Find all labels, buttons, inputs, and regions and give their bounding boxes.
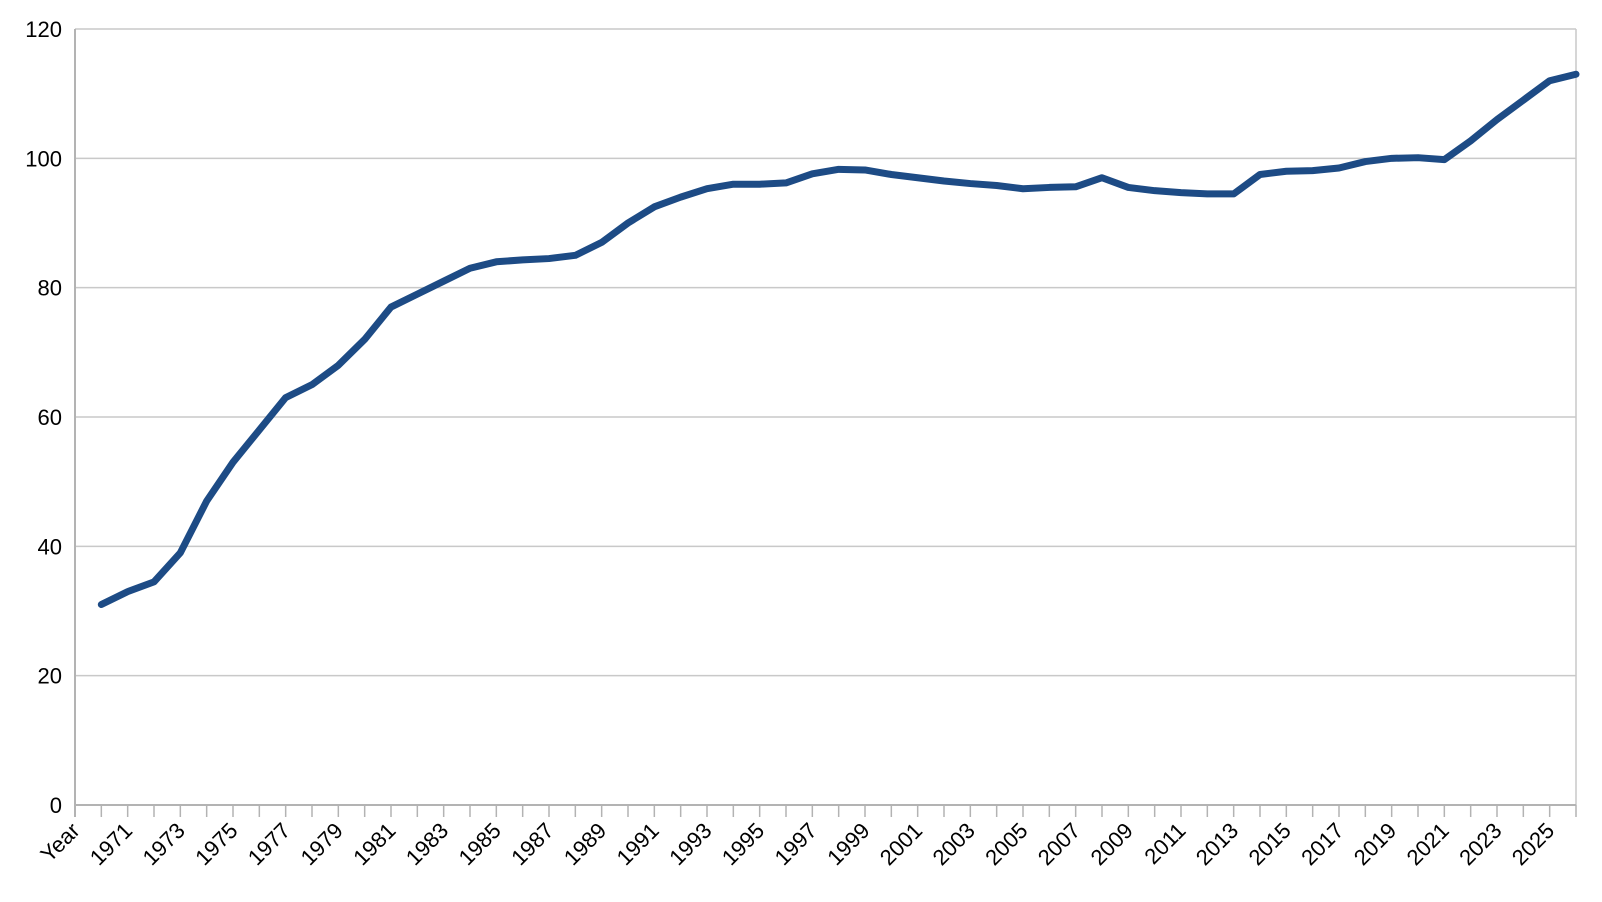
x-axis-tick-label: 1971: [85, 818, 137, 870]
x-axis-tick-label: 1975: [190, 818, 242, 870]
x-axis-tick-label: 1989: [559, 818, 611, 870]
x-axis-tick-label: 1997: [770, 818, 822, 870]
x-axis-labels: Year 1971 1973 1975 1977 1979 1981 1983 1985 1987…: [35, 818, 1559, 870]
x-axis-ticks: [74, 805, 1577, 817]
x-axis-tick-label: 2003: [928, 818, 980, 870]
x-axis-tick-label: 2007: [1033, 818, 1085, 870]
x-axis-tick-label: 1979: [296, 818, 348, 870]
y-axis-tick-label: 80: [38, 276, 62, 301]
x-axis-tick-label: 1987: [506, 818, 558, 870]
y-axis-labels: 0 20 40 60 80 100 120: [25, 17, 62, 818]
x-axis-tick-label: 2021: [1402, 818, 1454, 870]
x-axis-tick-label: 2025: [1507, 818, 1559, 870]
x-axis-tick-label: 2023: [1454, 818, 1506, 870]
x-axis-tick-label: 2013: [1191, 818, 1243, 870]
y-axis-tick-label: 20: [38, 664, 62, 689]
y-axis-tick-label: 100: [25, 146, 62, 171]
x-axis-tick-label: 1983: [401, 818, 453, 870]
x-axis-tick-label: 1995: [717, 818, 769, 870]
gridlines: [75, 28, 1576, 806]
y-axis-tick-label: 60: [38, 405, 62, 430]
x-axis-tick-label: 1981: [348, 818, 400, 870]
x-axis-tick-label: Year: [35, 818, 84, 867]
x-axis-tick-label: 1991: [612, 818, 664, 870]
y-axis-tick-label: 0: [50, 793, 62, 818]
y-axis-tick-label: 40: [38, 534, 62, 559]
x-axis-tick-label: 1999: [822, 818, 874, 870]
x-axis-tick-label: 2019: [1349, 818, 1401, 870]
x-axis-tick-label: 2017: [1296, 818, 1348, 870]
x-axis-tick-label: 2015: [1244, 818, 1296, 870]
x-axis-tick-label: 1977: [243, 818, 295, 870]
x-axis-tick-label: 2009: [1086, 818, 1138, 870]
data-series-line: [97, 70, 1580, 609]
x-axis-tick-label: 2001: [875, 818, 927, 870]
y-axis-tick-label: 120: [25, 17, 62, 42]
x-axis-tick-label: 2011: [1139, 818, 1190, 869]
x-axis-tick-label: 1973: [138, 818, 190, 870]
x-axis-tick-label: 2005: [980, 818, 1032, 870]
x-axis-tick-label: 1985: [454, 818, 506, 870]
x-axis-tick-label: 1993: [664, 818, 716, 870]
